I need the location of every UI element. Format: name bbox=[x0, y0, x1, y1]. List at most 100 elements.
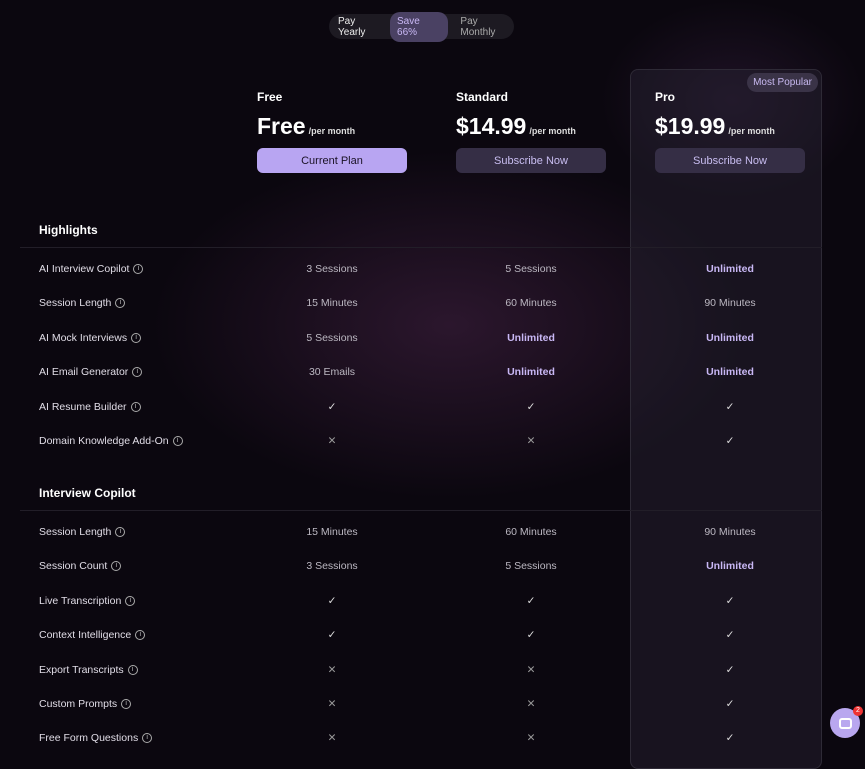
cross-icon: ✕ bbox=[526, 732, 536, 745]
feature-value: 60 Minutes bbox=[505, 297, 557, 310]
plan-name: Pro bbox=[655, 90, 676, 104]
section-highlights: Highlights AI Interview Copilot i 3 Session… bbox=[20, 220, 822, 457]
feature-row: Export Transcripts i ✕ ✕ ✓ bbox=[20, 652, 822, 686]
check-icon: ✓ bbox=[725, 629, 735, 642]
feature-value: 15 Minutes bbox=[306, 526, 358, 538]
info-icon[interactable]: i bbox=[115, 298, 126, 309]
feature-label: AI Mock Interviews bbox=[39, 331, 128, 344]
feature-value: 30 Emails bbox=[308, 366, 356, 379]
plan-price: $19.99 bbox=[655, 113, 726, 139]
feature-label: Session Count bbox=[39, 560, 108, 573]
feature-value: Unlimited bbox=[706, 560, 754, 573]
check-icon: ✓ bbox=[526, 594, 536, 607]
chat-button[interactable]: 2 bbox=[830, 706, 863, 738]
feature-value: Unlimited bbox=[507, 366, 555, 379]
check-icon: ✓ bbox=[725, 594, 735, 607]
plan-price: Free bbox=[257, 113, 306, 139]
cross-icon: ✕ bbox=[526, 663, 536, 676]
plan-name: Free bbox=[257, 90, 283, 104]
price-period: /per month bbox=[529, 126, 576, 136]
feature-value: Unlimited bbox=[706, 366, 754, 379]
info-icon[interactable]: i bbox=[142, 733, 153, 744]
feature-value: 15 Minutes bbox=[306, 297, 358, 310]
info-icon[interactable]: i bbox=[121, 698, 132, 709]
plan-free: Free Free/per month Current Plan bbox=[257, 90, 407, 173]
feature-row: Session Length i 15 Minutes 60 Minutes 90 Mi… bbox=[20, 514, 822, 548]
info-icon[interactable]: i bbox=[125, 595, 136, 606]
feature-value: 5 Sessions bbox=[306, 331, 358, 344]
info-icon[interactable]: i bbox=[115, 527, 126, 537]
price-period: /per month bbox=[728, 126, 775, 136]
pay-monthly-option[interactable]: Pay Monthly bbox=[460, 15, 496, 38]
section-title: Highlights bbox=[20, 220, 822, 248]
save-badge: Save 66% bbox=[390, 11, 449, 42]
info-icon[interactable]: i bbox=[130, 401, 141, 412]
billing-toggle[interactable]: Pay Yearly Save 66% Pay Monthly bbox=[329, 11, 514, 42]
check-icon: ✓ bbox=[725, 663, 735, 676]
feature-value: 5 Sessions bbox=[505, 560, 557, 573]
pro-plan-card: Most Popular bbox=[630, 69, 822, 769]
info-icon[interactable]: i bbox=[172, 435, 183, 446]
feature-row: AI Resume Builder i ✓ ✓ ✓ bbox=[20, 389, 822, 423]
feature-value: 3 Sessions bbox=[306, 560, 358, 573]
check-icon: ✓ bbox=[725, 732, 735, 745]
feature-label: Free Form Questions bbox=[39, 732, 139, 745]
feature-label: Export Transcripts bbox=[39, 663, 124, 676]
feature-value: Unlimited bbox=[507, 331, 555, 344]
check-icon: ✓ bbox=[725, 697, 735, 710]
feature-label: AI Interview Copilot bbox=[39, 263, 130, 275]
feature-row: Custom Prompts i ✕ ✕ ✓ bbox=[20, 686, 822, 720]
feature-value: Unlimited bbox=[706, 263, 754, 275]
check-icon: ✓ bbox=[725, 434, 735, 447]
pay-yearly-option[interactable]: Pay Yearly bbox=[338, 15, 366, 38]
cross-icon: ✕ bbox=[327, 732, 337, 745]
check-icon: ✓ bbox=[327, 629, 337, 642]
check-icon: ✓ bbox=[725, 400, 735, 413]
feature-label: Session Length bbox=[39, 526, 112, 538]
unread-badge: 2 bbox=[853, 706, 863, 716]
check-icon: ✓ bbox=[526, 400, 536, 413]
price-period: /per month bbox=[308, 126, 356, 136]
info-icon[interactable]: i bbox=[127, 664, 138, 675]
cross-icon: ✕ bbox=[526, 434, 536, 447]
plan-standard: Standard $14.99/per month Subscribe Now bbox=[456, 90, 606, 173]
check-icon: ✓ bbox=[526, 629, 536, 642]
feature-row: Domain Knowledge Add-On i ✕ ✕ ✓ bbox=[20, 423, 822, 457]
feature-label: Custom Prompts bbox=[39, 697, 118, 710]
feature-row: AI Interview Copilot i 3 Sessions 5 Session… bbox=[20, 251, 822, 285]
cross-icon: ✕ bbox=[327, 697, 337, 710]
feature-label: Context Intelligence bbox=[39, 629, 132, 642]
plan-price: $14.99 bbox=[456, 113, 527, 139]
most-popular-badge: Most Popular bbox=[747, 73, 818, 92]
feature-value: 5 Sessions bbox=[505, 263, 557, 275]
check-icon: ✓ bbox=[327, 594, 337, 607]
cross-icon: ✕ bbox=[327, 434, 337, 447]
check-icon: ✓ bbox=[327, 400, 337, 413]
feature-label: Domain Knowledge Add-On bbox=[39, 434, 169, 447]
feature-value: 90 Minutes bbox=[704, 526, 756, 538]
info-icon[interactable]: i bbox=[133, 264, 144, 274]
section-title: Interview Copilot bbox=[20, 483, 822, 511]
feature-row: Session Count i 3 Sessions 5 Sessions Unlimi… bbox=[20, 548, 822, 582]
current-plan-button[interactable]: Current Plan bbox=[257, 148, 407, 173]
feature-row: Context Intelligence i ✓ ✓ ✓ bbox=[20, 617, 822, 651]
feature-value: 90 Minutes bbox=[704, 297, 756, 310]
feature-row: Live Transcription i ✓ ✓ ✓ bbox=[20, 583, 822, 617]
feature-row: AI Mock Interviews i 5 Sessions Unlimited Un… bbox=[20, 320, 822, 354]
plan-pro: Pro $19.99/per month Subscribe Now bbox=[655, 90, 805, 173]
info-icon[interactable]: i bbox=[135, 630, 146, 641]
subscribe-button[interactable]: Subscribe Now bbox=[456, 148, 606, 173]
feature-label: AI Email Generator bbox=[39, 366, 129, 379]
feature-label: Session Length bbox=[39, 297, 112, 310]
feature-value: 3 Sessions bbox=[306, 263, 358, 275]
feature-row: Free Form Questions i ✕ ✕ ✓ bbox=[20, 720, 822, 754]
info-icon[interactable]: i bbox=[132, 367, 143, 378]
info-icon[interactable]: i bbox=[131, 332, 142, 343]
info-icon[interactable]: i bbox=[111, 561, 122, 572]
feature-value: Unlimited bbox=[706, 331, 754, 344]
feature-value: 60 Minutes bbox=[505, 526, 557, 538]
subscribe-button[interactable]: Subscribe Now bbox=[655, 148, 805, 173]
feature-label: AI Resume Builder bbox=[39, 400, 127, 413]
chat-icon bbox=[838, 717, 852, 729]
cross-icon: ✕ bbox=[526, 697, 536, 710]
